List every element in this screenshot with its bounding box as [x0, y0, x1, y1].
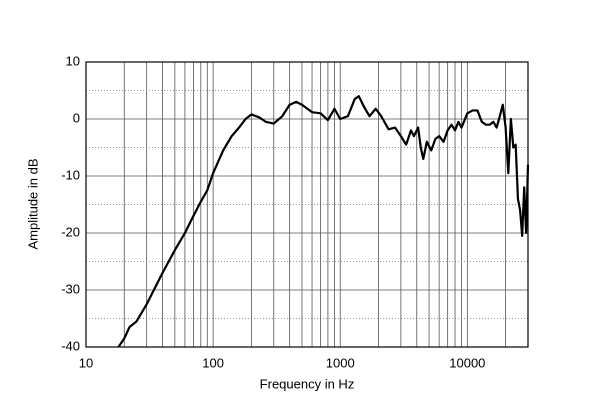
- x-tick-label: 10: [79, 355, 93, 370]
- y-tick-label: -20: [61, 224, 80, 239]
- y-tick-label: -40: [61, 338, 80, 353]
- y-tick-label: -10: [61, 167, 80, 182]
- x-tick-label: 10000: [449, 355, 485, 370]
- x-tick-label: 1000: [326, 355, 355, 370]
- y-tick-label: 0: [73, 110, 80, 125]
- y-tick-label: -30: [61, 281, 80, 296]
- y-tick-label: 10: [66, 53, 80, 68]
- x-tick-label: 100: [202, 355, 224, 370]
- x-axis-label: Frequency in Hz: [260, 376, 355, 391]
- y-axis-label: Amplitude in dB: [25, 158, 40, 249]
- response-line: [117, 95, 530, 348]
